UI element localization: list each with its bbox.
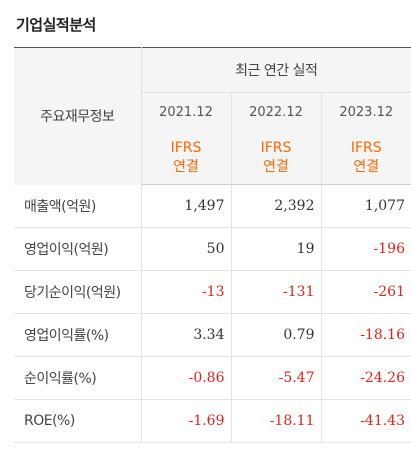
header-row-years: 2021.12 2022.12 2023.12: [14, 92, 411, 131]
cell-value: -0.86: [141, 356, 232, 400]
table-row: 영업이익(억원) 50 19 -196: [14, 227, 411, 271]
row-label: 당기순이익(억원): [14, 270, 142, 314]
cell-value: -5.47: [231, 356, 322, 400]
cell-value: 0.79: [231, 313, 322, 357]
cell-value: 19: [231, 227, 322, 271]
table-row: 순이익률(%) -0.86 -5.47 -24.26: [14, 356, 411, 400]
cell-value: -13: [141, 270, 232, 314]
annual-results-header: 최근 연간 실적: [141, 47, 411, 93]
year-header: 2022.12: [231, 92, 322, 131]
cell-value: 3.34: [141, 313, 232, 357]
row-label: 매출액(억원): [14, 184, 142, 228]
label-column-header: 주요재무정보: [14, 47, 142, 185]
cell-value: -131: [231, 270, 322, 314]
table-row: 당기순이익(억원) -13 -131 -261: [14, 270, 411, 314]
financial-summary-table: 주요재무정보 최근 연간 실적 2021.12 2022.12 2023.12 …: [14, 47, 411, 443]
header-row-group: 주요재무정보 최근 연간 실적: [14, 47, 411, 185]
cell-value: -261: [321, 270, 411, 314]
row-label: 순이익률(%): [14, 356, 142, 400]
row-label: 영업이익률(%): [14, 313, 142, 357]
cell-value: 50: [141, 227, 232, 271]
cell-value: -41.43: [321, 399, 411, 443]
table-row: ROE(%) -1.69 -18.11 -41.43: [14, 399, 411, 443]
row-label: ROE(%): [14, 399, 142, 443]
cell-value: 2,392: [231, 184, 322, 228]
header-row-standard: IFRS 연결 IFRS 연결 IFRS 연결: [14, 131, 411, 185]
cell-value: -24.26: [321, 356, 411, 400]
year-header: 2023.12: [321, 92, 411, 131]
section-title: 기업실적분석: [16, 16, 96, 34]
cell-value: -18.11: [231, 399, 322, 443]
accounting-standard: IFRS 연결: [321, 131, 411, 185]
cell-value: 1,077: [321, 184, 411, 228]
cell-value: -1.69: [141, 399, 232, 443]
cell-value: -18.16: [321, 313, 411, 357]
cell-value: -196: [321, 227, 411, 271]
cell-value: 1,497: [141, 184, 232, 228]
accounting-standard: IFRS 연결: [231, 131, 322, 185]
table-row: 영업이익률(%) 3.34 0.79 -18.16: [14, 313, 411, 357]
row-label: 영업이익(억원): [14, 227, 142, 271]
year-header: 2021.12: [141, 92, 232, 131]
table-row: 매출액(억원) 1,497 2,392 1,077: [14, 184, 411, 228]
accounting-standard: IFRS 연결: [141, 131, 232, 185]
